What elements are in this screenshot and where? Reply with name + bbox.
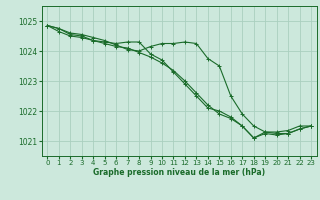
X-axis label: Graphe pression niveau de la mer (hPa): Graphe pression niveau de la mer (hPa) <box>93 168 265 177</box>
